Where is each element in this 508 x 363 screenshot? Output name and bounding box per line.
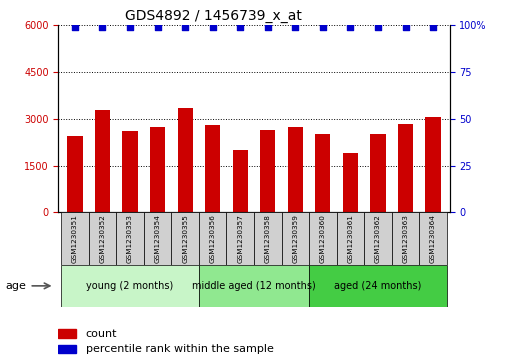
Text: GSM1230359: GSM1230359 [292,214,298,263]
Bar [58,330,76,338]
Point [374,24,382,30]
Text: aged (24 months): aged (24 months) [334,281,422,291]
Bar [419,212,447,265]
Bar [95,110,110,212]
Bar [68,136,82,212]
Text: count: count [86,329,117,339]
Point [181,24,189,30]
Text: GSM1230358: GSM1230358 [265,214,271,263]
Bar [288,127,303,212]
Point [319,24,327,30]
Text: GSM1230351: GSM1230351 [72,214,78,263]
Bar [343,153,358,212]
Bar [61,212,89,265]
Text: age: age [5,281,26,291]
Bar [122,131,138,212]
Bar [260,130,275,212]
Bar [199,265,309,307]
Point [126,24,134,30]
Text: GSM1230352: GSM1230352 [100,214,106,263]
Text: GSM1230356: GSM1230356 [210,214,216,263]
Bar [254,212,281,265]
Bar [309,265,447,307]
Bar [89,212,116,265]
Text: GSM1230363: GSM1230363 [402,214,408,263]
Bar [233,150,248,212]
Bar [144,212,171,265]
Bar [205,125,220,212]
Bar [309,212,337,265]
Text: GSM1230360: GSM1230360 [320,214,326,263]
Bar [398,123,413,212]
Bar [426,117,440,212]
Point [429,24,437,30]
Point [346,24,355,30]
Text: GSM1230353: GSM1230353 [127,214,133,263]
Text: percentile rank within the sample: percentile rank within the sample [86,344,274,354]
Bar [337,212,364,265]
Point [153,24,162,30]
Text: GSM1230354: GSM1230354 [154,214,161,263]
Text: GSM1230364: GSM1230364 [430,214,436,263]
Bar [392,212,419,265]
Bar [178,108,193,212]
Point [99,24,107,30]
Bar [315,134,330,212]
Text: GSM1230362: GSM1230362 [375,214,381,263]
Text: young (2 months): young (2 months) [86,281,174,291]
Point [264,24,272,30]
Point [71,24,79,30]
Bar [61,265,199,307]
Bar [227,212,254,265]
Point [401,24,409,30]
Bar [58,345,76,353]
Point [209,24,217,30]
Point [236,24,244,30]
Bar [171,212,199,265]
Bar [364,212,392,265]
Bar [199,212,227,265]
Text: GSM1230361: GSM1230361 [347,214,354,263]
Bar [370,134,386,212]
Text: middle aged (12 months): middle aged (12 months) [192,281,316,291]
Text: GSM1230355: GSM1230355 [182,214,188,263]
Point [291,24,299,30]
Text: GDS4892 / 1456739_x_at: GDS4892 / 1456739_x_at [125,9,302,23]
Text: GSM1230357: GSM1230357 [237,214,243,263]
Bar [150,127,165,212]
Bar [281,212,309,265]
Bar [116,212,144,265]
